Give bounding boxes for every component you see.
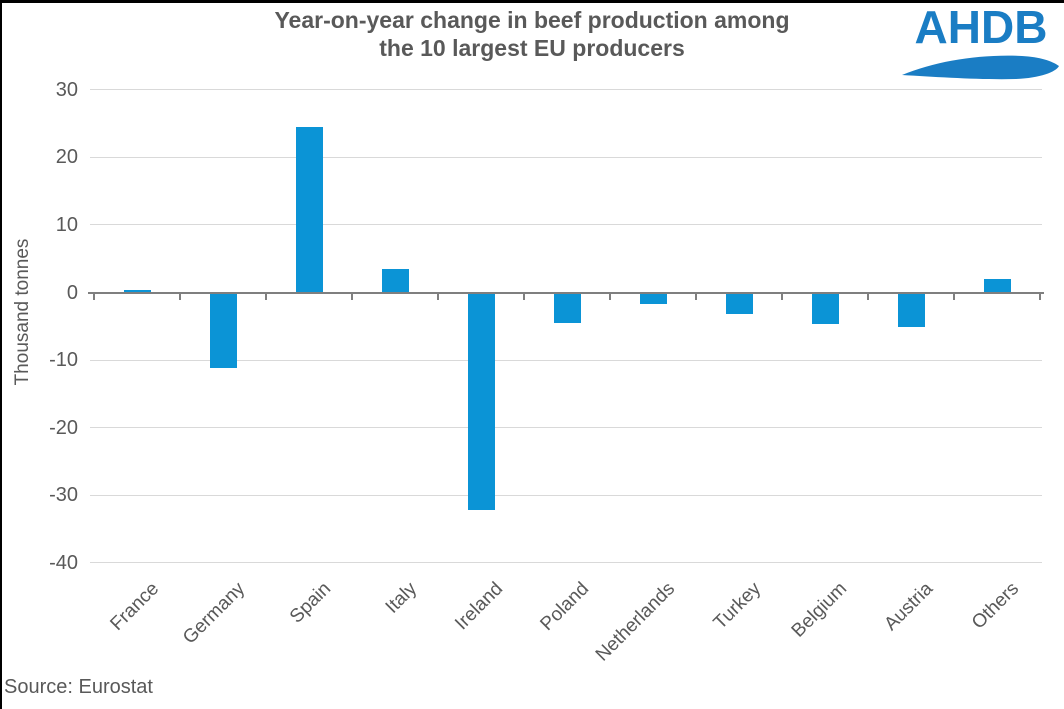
- x-axis-tick: [93, 293, 95, 300]
- bar-italy: [381, 268, 409, 293]
- x-axis-tick: [437, 293, 439, 300]
- y-tick-label: 20: [55, 146, 78, 169]
- bar-austria: [897, 293, 925, 328]
- gridline-y-10: [90, 359, 1042, 361]
- x-axis-tick: [179, 293, 181, 300]
- top-border-line: [0, 0, 1064, 3]
- x-axis-tick: [265, 293, 267, 300]
- y-tick-label: 30: [55, 78, 78, 101]
- bar-spain: [295, 126, 323, 293]
- bar-france: [123, 289, 151, 293]
- x-axis-line: [88, 291, 1044, 294]
- y-tick-label: -30: [49, 484, 78, 507]
- y-tick-label: -40: [49, 551, 78, 574]
- gridline-y30: [90, 89, 1042, 91]
- bar-germany: [209, 293, 237, 368]
- y-tick-label: -20: [49, 416, 78, 439]
- gridline-y20: [90, 156, 1042, 158]
- ahdb-swoosh-icon: [902, 55, 1059, 80]
- gridline-y-20: [90, 427, 1042, 429]
- gridline-y-40: [90, 562, 1042, 564]
- bar-belgium: [811, 293, 839, 324]
- source-note: Source: Eurostat: [4, 676, 153, 698]
- ahdb-logo: AHDB: [900, 3, 1062, 81]
- bar-poland: [553, 293, 581, 323]
- y-tick-label: 0: [66, 281, 78, 304]
- chart-title: Year-on-year change in beef production a…: [0, 6, 1064, 62]
- x-axis-tick: [1039, 293, 1041, 300]
- bar-netherlands: [639, 293, 667, 304]
- x-axis-tick: [867, 293, 869, 300]
- x-axis-tick: [695, 293, 697, 300]
- bar-others: [983, 278, 1011, 293]
- x-axis-tick: [781, 293, 783, 300]
- x-axis-tick: [953, 293, 955, 300]
- chart-title-line2: the 10 largest EU producers: [379, 35, 685, 61]
- ahdb-logo-text: AHDB: [914, 1, 1048, 53]
- y-tick-label: -10: [49, 349, 78, 372]
- bar-ireland: [467, 293, 495, 510]
- chart-title-line1: Year-on-year change in beef production a…: [274, 7, 790, 33]
- x-axis-tick: [351, 293, 353, 300]
- bar-turkey: [725, 293, 753, 314]
- x-axis-tick: [523, 293, 525, 300]
- x-axis-tick: [609, 293, 611, 300]
- gridline-y-30: [90, 494, 1042, 496]
- y-tick-label: 10: [55, 213, 78, 236]
- left-border-line: [0, 0, 2, 709]
- gridline-y10: [90, 224, 1042, 226]
